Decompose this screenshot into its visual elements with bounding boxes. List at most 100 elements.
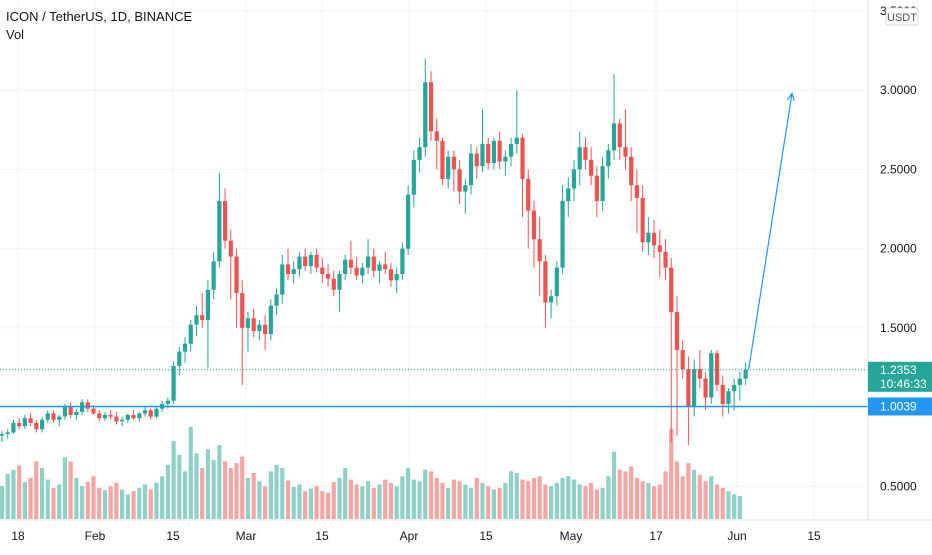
volume-bar (0, 486, 5, 519)
candle (486, 137, 491, 170)
candle-body (154, 408, 159, 417)
candle-layer (0, 58, 748, 446)
volume-bar (611, 451, 617, 519)
volume-bar (520, 479, 525, 519)
candle-body (726, 391, 731, 404)
candle (594, 166, 599, 217)
candle (234, 248, 239, 328)
candle (651, 220, 657, 259)
candle (28, 413, 33, 427)
volume-bar (85, 482, 90, 519)
candle-body (217, 201, 222, 262)
candle-body (577, 147, 582, 170)
volume-label[interactable]: Vol (6, 27, 25, 42)
candle-body (463, 185, 468, 192)
candle-body (28, 418, 33, 423)
candle-body (131, 415, 136, 419)
candle (142, 407, 148, 417)
volume-bar (131, 491, 136, 519)
candle-body (205, 289, 211, 320)
volume-bar (337, 477, 342, 519)
candle (320, 258, 325, 284)
candle (177, 346, 182, 376)
candle (623, 109, 628, 170)
candle (383, 251, 388, 274)
candle (274, 288, 279, 316)
candle-body (663, 251, 668, 268)
volume-bar (468, 487, 474, 519)
volume-bar (343, 468, 348, 519)
volume-bar (526, 481, 531, 519)
volume-bar (320, 491, 325, 519)
volume-bar (371, 487, 376, 519)
volume-bar (651, 486, 657, 519)
candle-body (623, 147, 628, 157)
volume-bar (240, 456, 245, 519)
candle-body (468, 153, 474, 186)
candle (280, 254, 285, 305)
candle (188, 319, 193, 352)
candle (560, 185, 565, 274)
candle-body (692, 369, 697, 408)
candle (120, 416, 125, 427)
candle-body (182, 343, 188, 352)
candle-body (188, 324, 193, 344)
volume-bar (291, 486, 296, 519)
candle-body (434, 131, 439, 141)
candle-body (125, 415, 130, 420)
candle (303, 248, 308, 271)
volume-bar (457, 481, 462, 519)
candle-body (491, 140, 497, 164)
candle-body (68, 407, 73, 415)
grid-layer (0, 0, 868, 520)
y-tick-label: 0.5000 (880, 479, 917, 493)
volume-bar (669, 428, 674, 519)
candle-body (388, 269, 394, 281)
candle (600, 156, 605, 211)
candle (606, 144, 611, 179)
candle (434, 118, 439, 170)
candle (697, 350, 702, 389)
candle-body (148, 410, 153, 417)
x-tick-label: 18 (11, 529, 25, 543)
candle (85, 399, 90, 412)
candle (51, 410, 56, 423)
volume-bar (646, 482, 651, 519)
volume-bar (486, 486, 491, 519)
candle-body (257, 324, 262, 332)
candle-body (503, 156, 508, 162)
volume-bar (257, 481, 262, 519)
volume-bar (417, 481, 422, 519)
candle (354, 256, 359, 281)
candle (440, 137, 445, 186)
symbol-title[interactable]: ICON / TetherUS, 1D, BINANCE (6, 9, 193, 24)
currency-badge (885, 7, 919, 26)
candle (463, 178, 468, 214)
candle-body (720, 384, 725, 404)
volume-bar (274, 464, 279, 519)
volume-bar (194, 453, 199, 519)
candle (251, 308, 256, 338)
candle-body (74, 411, 79, 415)
candle-body (571, 169, 577, 189)
volume-bar (663, 471, 668, 519)
candle (554, 261, 559, 306)
candle-body (285, 264, 291, 274)
candle-body (497, 140, 502, 162)
candle-body (589, 159, 594, 176)
candle (217, 172, 222, 268)
candle (703, 372, 708, 411)
volume-bar (17, 465, 22, 519)
candle-body (520, 137, 525, 179)
volume-bar (365, 481, 371, 519)
volume-bar (503, 482, 508, 519)
candle (68, 402, 73, 419)
candle-body (343, 259, 348, 274)
x-tick-label: Apr (400, 529, 419, 543)
volume-bar (102, 490, 108, 519)
volume-bar (160, 476, 165, 519)
candle (474, 147, 479, 179)
volume-bar (600, 487, 605, 519)
